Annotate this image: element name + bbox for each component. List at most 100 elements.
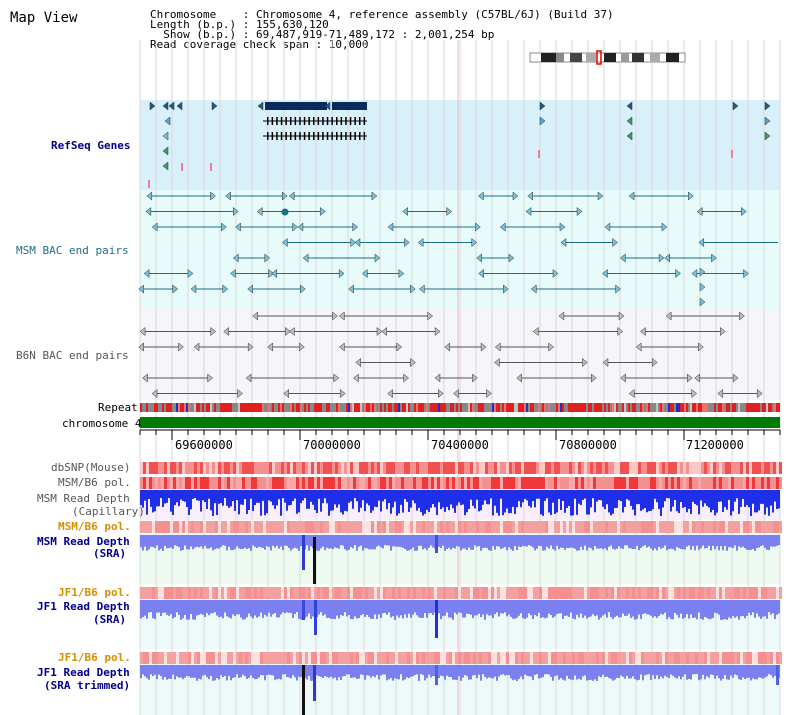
polymorphism-cell [176, 652, 179, 664]
depth-bar [734, 600, 736, 618]
depth-bar [316, 665, 318, 676]
depth-bar [546, 490, 548, 499]
feature-arrow [604, 222, 611, 232]
refseq-genes-track[interactable] [148, 101, 771, 188]
depth-bar [572, 490, 574, 516]
polymorphism-cell [167, 521, 170, 533]
pink-mark [731, 150, 733, 158]
polymorphism-cell [467, 477, 470, 489]
depth-bar [300, 665, 302, 678]
depth-bar [530, 490, 532, 508]
repeat-segment [234, 403, 236, 412]
repeat-segment [216, 403, 218, 412]
depth-bar [310, 535, 312, 547]
polymorphism-cell [773, 652, 776, 664]
depth-bar [458, 490, 460, 503]
polymorphism-cell [380, 521, 383, 533]
polymorphism-cell [485, 462, 488, 474]
depth-bar [566, 490, 568, 508]
depth-bar [580, 600, 582, 614]
depth-bar [232, 665, 234, 679]
depth-bar [480, 535, 482, 551]
repeat-segment [394, 403, 396, 412]
depth-bar [634, 535, 636, 549]
polymorphism-cell [368, 477, 371, 489]
repeat-segment [606, 403, 608, 412]
polymorphism-cell [317, 521, 320, 533]
polymorphism-heatmaps[interactable] [140, 462, 782, 664]
depth-bar [466, 490, 468, 513]
depth-bar [430, 665, 432, 678]
depth-bar [578, 665, 580, 679]
repeat-segment [648, 403, 650, 412]
depth-bar [236, 600, 238, 615]
b6n-bac-track[interactable] [138, 311, 763, 399]
depth-bar [462, 665, 464, 678]
depth-bar [738, 600, 740, 620]
depth-bar [708, 490, 710, 508]
depth-bar [386, 535, 388, 546]
repeat-segment [278, 403, 280, 412]
polymorphism-cell [530, 587, 533, 599]
depth-bar [430, 490, 432, 508]
depth-bar [698, 490, 700, 515]
polymorphism-cell [602, 587, 605, 599]
depth-bar [398, 490, 400, 514]
depth-bar [364, 490, 366, 512]
depth-bar [700, 535, 702, 549]
repeat-segment [280, 403, 282, 412]
depth-bar [646, 490, 648, 513]
depth-bar [442, 535, 444, 546]
polymorphism-cell [533, 477, 536, 489]
polymorphism-cell [596, 521, 599, 533]
polymorphism-cell [290, 587, 293, 599]
polymorphism-cell [620, 521, 623, 533]
depth-bar [310, 665, 312, 681]
polymorphism-cell [548, 521, 551, 533]
feature-arrow [230, 268, 236, 279]
chromosome-ideogram[interactable] [529, 50, 686, 65]
depth-bar [170, 535, 172, 548]
polymorphism-cell [755, 652, 758, 664]
polymorphism-cell [263, 652, 266, 664]
feature-arrow [434, 326, 441, 337]
polymorphism-cell [434, 521, 437, 533]
depth-bar [206, 535, 208, 549]
repeat-segment [358, 403, 360, 412]
feature-arrow [352, 222, 359, 232]
polymorphism-cell [248, 462, 251, 474]
msm-bac-track[interactable] [138, 191, 778, 307]
polymorphism-cell [323, 587, 326, 599]
depth-bar [288, 600, 290, 613]
depth-bar [524, 490, 526, 499]
depth-bar [652, 535, 654, 551]
repeat-segment [742, 403, 744, 412]
repeat-segment [526, 403, 528, 412]
depth-bar [390, 600, 392, 618]
depth-bar [274, 600, 276, 613]
depth-bar [266, 490, 268, 514]
depth-bar [590, 600, 592, 617]
depth-bar [370, 490, 372, 513]
depth-bar [664, 535, 666, 546]
depth-bar [492, 600, 494, 619]
depth-bar [510, 600, 512, 617]
gene-exon [303, 132, 306, 140]
depth-bar [706, 600, 708, 618]
polymorphism-cell [710, 587, 713, 599]
feature-arrow [190, 284, 197, 294]
polymorphism-cell [194, 652, 197, 664]
polymorphism-cell [152, 652, 155, 664]
depth-bar [690, 665, 692, 680]
depth-bar [384, 490, 386, 500]
depth-bar [654, 665, 656, 680]
read-depth-bars[interactable] [140, 490, 780, 715]
depth-bar [428, 665, 430, 675]
polymorphism-cell [149, 521, 152, 533]
repeat-track[interactable] [140, 403, 780, 412]
polymorphism-cell [773, 477, 776, 489]
depth-bar [152, 490, 154, 513]
polymorphism-cell [698, 652, 701, 664]
